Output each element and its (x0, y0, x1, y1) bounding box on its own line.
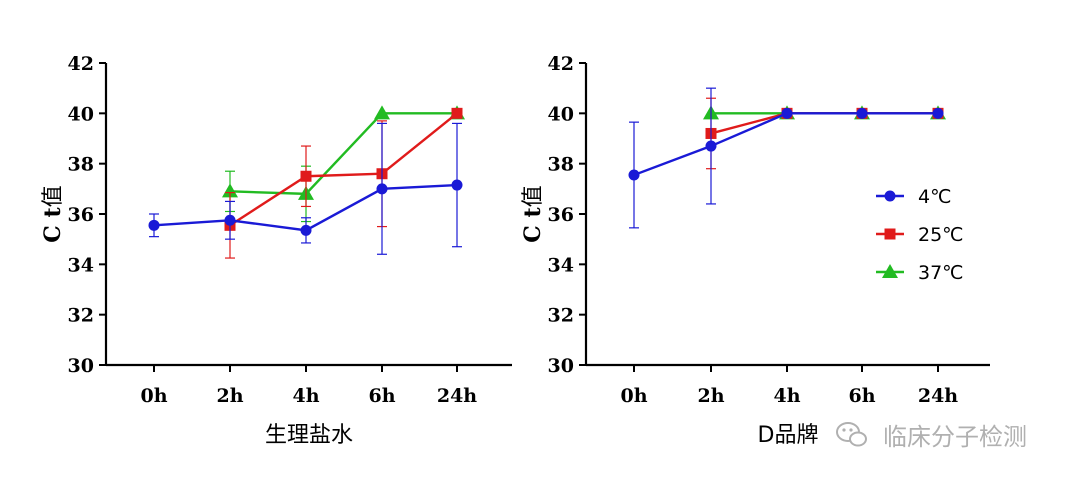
y-tick-label: 34 (68, 254, 94, 276)
legend-label: 4℃ (918, 186, 951, 208)
data-point (222, 183, 238, 198)
legend-item: 37℃ (876, 262, 964, 284)
y-tick-label: 30 (68, 355, 94, 377)
y-tick-label: 40 (68, 103, 94, 125)
series-37℃ (222, 105, 465, 223)
x-tick-label: 6h (848, 385, 875, 407)
chart-brand-d: 30 32 34 36 38 40 42 0h 2h 4h 6h 24h D品牌 C t值 (520, 53, 990, 448)
x-tick-label: 4h (773, 385, 800, 407)
data-point (224, 214, 236, 226)
legend-item: 25℃ (876, 224, 964, 246)
data-point (451, 107, 463, 119)
series-4℃ (628, 87, 944, 229)
y-tick-label: 38 (548, 154, 574, 176)
y-axis-label: C t值 (40, 185, 66, 242)
legend-label: 25℃ (918, 224, 964, 246)
x-tick-label: 0h (140, 385, 167, 407)
y-axis-label-suffix: 值 (521, 185, 546, 207)
watermark-text: 临床分子检测 (883, 423, 1027, 451)
legend: 4℃ 25℃ 37℃ (876, 186, 964, 284)
x-axis-label: D品牌 (758, 423, 819, 448)
y-tick-label: 32 (68, 305, 94, 327)
data-point (148, 219, 160, 231)
series-line (229, 112, 457, 196)
chart-saline: 30 32 34 36 38 40 42 0h 2h 4h 6h 24h 生理盐水 C t值 (40, 53, 512, 448)
y-axis-label-main: C t (40, 207, 66, 243)
data-point (856, 107, 868, 119)
legend-item: 4℃ (876, 186, 951, 208)
data-point (451, 179, 463, 191)
x-tick-label: 24h (918, 385, 958, 407)
x-tick-label: 24h (437, 385, 477, 407)
y-tick-label: 30 (548, 355, 574, 377)
y-tick-label: 36 (68, 204, 94, 226)
series-line (229, 112, 458, 227)
legend-marker (884, 228, 896, 240)
data-point (300, 224, 312, 236)
y-tick-label: 34 (548, 254, 574, 276)
series-4℃ (148, 122, 463, 255)
legend-marker (882, 264, 898, 278)
data-point (374, 105, 390, 120)
data-point (781, 107, 793, 119)
wechat-icon (836, 422, 867, 447)
legend-marker (884, 190, 896, 202)
legend-label: 37℃ (918, 262, 964, 284)
data-point (300, 170, 312, 182)
x-tick-label: 2h (216, 385, 243, 407)
x-tick-label: 6h (368, 385, 395, 407)
x-tick-label: 2h (697, 385, 724, 407)
series-25℃ (224, 107, 463, 259)
data-point (705, 140, 717, 152)
y-axis-label-main: C t (520, 207, 546, 243)
x-tick-label: 4h (292, 385, 319, 407)
data-point (628, 169, 640, 181)
x-axis-label: 生理盐水 (265, 423, 353, 448)
y-tick-label: 40 (548, 103, 574, 125)
y-tick-label: 36 (548, 204, 574, 226)
y-axis-label-suffix: 值 (41, 185, 66, 207)
y-tick-label: 42 (548, 53, 574, 75)
data-point (376, 183, 388, 195)
y-axis-label: C t值 (520, 185, 546, 242)
x-tick-label: 0h (620, 385, 647, 407)
watermark: 临床分子检测 (836, 422, 1027, 451)
data-point (932, 107, 944, 119)
y-tick-label: 32 (548, 305, 574, 327)
y-tick-label: 42 (68, 53, 94, 75)
series-line (633, 112, 938, 177)
y-tick-label: 38 (68, 154, 94, 176)
